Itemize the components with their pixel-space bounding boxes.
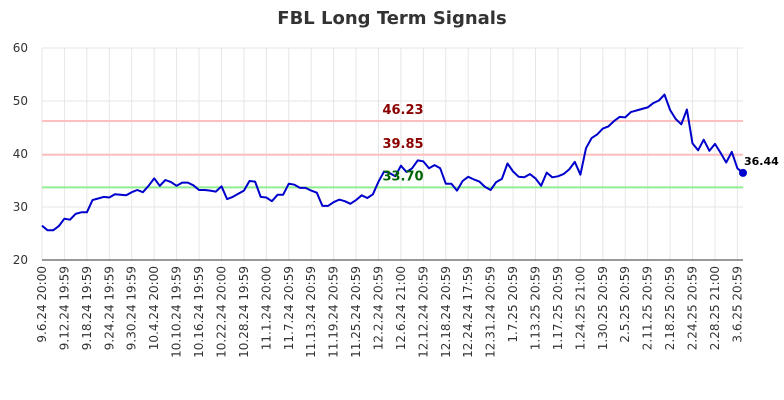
x-tick-label: 12.12.24 20:59	[416, 266, 430, 358]
x-tick-label: 9.6.24 20:00	[35, 266, 49, 343]
level-label: 46.23	[382, 103, 423, 118]
last-value-marker	[739, 168, 747, 177]
price-series	[41, 93, 747, 232]
x-tick-label: 11.25.24 20:59	[349, 266, 363, 358]
labels: 46.23 39.85 33.70 36.44	[382, 103, 779, 184]
level-label: 39.85	[382, 137, 423, 152]
y-tick-label: 50	[13, 94, 28, 108]
level-label: 33.70	[382, 169, 423, 184]
x-tick-label: 2.24.25 20:59	[686, 266, 700, 350]
x-tick-label: 10.16.24 19:59	[192, 266, 206, 358]
y-tick-label: 20	[13, 253, 28, 267]
x-tick-label: 10.28.24 19:59	[237, 266, 251, 358]
x-tick-label: 2.11.25 20:59	[641, 266, 655, 350]
x-tick-label: 2.5.25 20:59	[618, 266, 632, 343]
x-tick-label: 12.18.24 20:59	[439, 266, 453, 358]
x-tick-label: 9.30.24 19:59	[125, 266, 139, 350]
y-tick-label: 30	[13, 200, 28, 214]
x-tick-label: 12.6.24 21:00	[394, 266, 408, 350]
signal-levels	[42, 119, 743, 189]
x-tick-label: 11.13.24 20:59	[304, 266, 318, 358]
axes: 20 30 40 50 60 9.6.24 20:00 9.12.24 19:59 9.18.…	[13, 41, 745, 358]
x-tick-label: 10.4.24 20:00	[147, 266, 161, 350]
x-tick-label: 11.1.24 20:00	[259, 266, 273, 350]
x-tick-label: 12.31.24 20:59	[484, 266, 498, 358]
series-line	[41, 93, 744, 232]
x-tick-label: 3.6.25 20:59	[730, 266, 744, 343]
x-tick-label: 9.12.24 19:59	[57, 266, 71, 350]
x-tick-label: 9.24.24 19:59	[102, 266, 116, 350]
chart-title: FBL Long Term Signals	[277, 8, 507, 29]
y-tick-label: 60	[13, 41, 28, 55]
x-tick-label: 11.19.24 20:59	[327, 266, 341, 358]
x-tick-label: 2.28.25 21:00	[708, 266, 722, 350]
x-tick-label: 1.17.25 20:59	[551, 266, 565, 350]
x-tick-label: 11.7.24 20:59	[282, 266, 296, 350]
x-tick-label: 10.22.24 20:00	[214, 266, 228, 358]
x-tick-label: 12.2.24 20:59	[371, 266, 385, 350]
y-tick-label: 40	[13, 147, 28, 161]
x-tick-label: 2.18.25 20:59	[663, 266, 677, 350]
x-tick-label: 9.18.24 19:59	[80, 266, 94, 350]
x-tick-label: 1.24.25 21:00	[573, 266, 587, 350]
x-tick-label: 12.24.24 17:59	[461, 266, 475, 358]
x-tick-label: 10.10.24 19:59	[170, 266, 184, 358]
last-value-label: 36.44	[744, 155, 779, 168]
x-tick-label: 1.13.25 20:59	[529, 266, 543, 350]
x-tick-label: 1.30.25 20:59	[596, 266, 610, 350]
x-tick-label: 1.7.25 20:59	[506, 266, 520, 343]
